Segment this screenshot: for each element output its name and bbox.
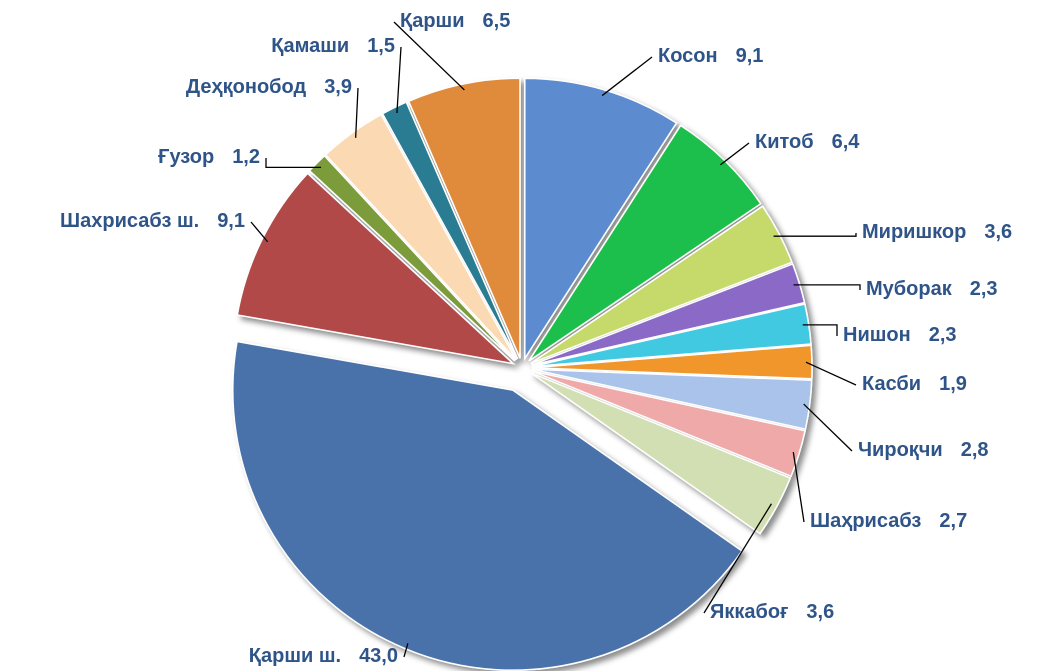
- category-label: Қарши ш.: [249, 645, 341, 667]
- data-label: Миришкор 3,6: [862, 221, 1012, 243]
- data-label: Қамаши 1,5: [271, 35, 395, 57]
- leader-line: [805, 361, 857, 386]
- value-label: 2,8: [961, 439, 989, 461]
- category-label: Яккабоғ: [710, 601, 788, 623]
- value-label: 2,3: [929, 324, 957, 346]
- data-label: Қарши ш. 43,0: [249, 645, 398, 667]
- slice: [407, 77, 521, 359]
- leader-line: [802, 324, 838, 336]
- slice: [528, 124, 762, 362]
- data-label: Деҳқонобод 3,9: [186, 76, 352, 98]
- leader-line: [720, 142, 750, 166]
- category-label: Қарши: [400, 10, 465, 32]
- slice: [531, 368, 813, 431]
- leader-line: [403, 643, 409, 658]
- leader-line: [354, 87, 359, 138]
- value-label: 1,2: [232, 146, 260, 168]
- leader-line: [396, 46, 402, 114]
- data-label: Яккабоғ 3,6: [710, 601, 834, 623]
- slice: [531, 303, 812, 368]
- slice: [232, 340, 744, 671]
- data-label: Шахрисабз ш. 9,1: [60, 210, 245, 232]
- data-label: Қарши 6,5: [400, 10, 510, 32]
- data-label: Косон 9,1: [658, 45, 763, 67]
- slice: [531, 344, 813, 380]
- leader-line: [250, 221, 269, 243]
- data-label: Нишон 2,3: [843, 324, 957, 346]
- slice: [531, 370, 806, 478]
- category-label: Чироқчи: [858, 439, 943, 461]
- slice: [531, 262, 806, 366]
- leader-line: [265, 158, 322, 168]
- leader-line: [393, 21, 465, 91]
- slice: [524, 77, 678, 361]
- data-label: Китоб 6,4: [755, 131, 860, 153]
- leader-line: [601, 56, 653, 97]
- value-label: 1,9: [939, 373, 967, 395]
- category-label: Нишон: [843, 324, 911, 346]
- value-label: 3,6: [984, 221, 1012, 243]
- slice: [530, 205, 793, 365]
- value-label: 6,5: [483, 10, 511, 32]
- value-label: 3,6: [806, 601, 834, 623]
- value-label: 1,5: [367, 35, 395, 57]
- slice: [324, 113, 517, 361]
- category-label: Миришкор: [862, 221, 966, 243]
- category-label: Шаҳрисабз: [810, 510, 921, 532]
- slice: [236, 172, 516, 365]
- value-label: 9,1: [736, 45, 764, 67]
- pie: [232, 77, 813, 671]
- data-label: Муборак 2,3: [866, 278, 998, 300]
- leader-line: [773, 233, 857, 237]
- data-label: Чироқчи 2,8: [858, 439, 989, 461]
- value-label: 2,7: [939, 510, 967, 532]
- leader-line: [803, 403, 853, 452]
- data-label: Касби 1,9: [862, 373, 967, 395]
- value-label: 43,0: [359, 645, 398, 667]
- slice: [381, 101, 519, 360]
- category-label: Шахрисабз ш.: [60, 210, 199, 232]
- data-label: Шаҳрисабз 2,7: [810, 510, 967, 532]
- category-label: Китоб: [755, 131, 814, 153]
- slice: [530, 372, 792, 535]
- leader-line: [793, 284, 861, 290]
- category-label: Деҳқонобод: [186, 76, 307, 98]
- category-label: Ғузор: [158, 146, 214, 168]
- category-label: Қамаши: [271, 35, 349, 57]
- value-label: 3,9: [324, 76, 352, 98]
- leader-line: [792, 451, 805, 523]
- category-label: Косон: [658, 45, 718, 67]
- category-label: Муборак: [866, 278, 953, 300]
- leader-line: [703, 503, 772, 614]
- data-label: Ғузор 1,2: [158, 146, 260, 168]
- category-label: Касби: [862, 373, 921, 395]
- slice: [308, 154, 516, 362]
- value-label: 9,1: [217, 210, 245, 232]
- value-label: 6,4: [832, 131, 861, 153]
- value-label: 2,3: [970, 278, 998, 300]
